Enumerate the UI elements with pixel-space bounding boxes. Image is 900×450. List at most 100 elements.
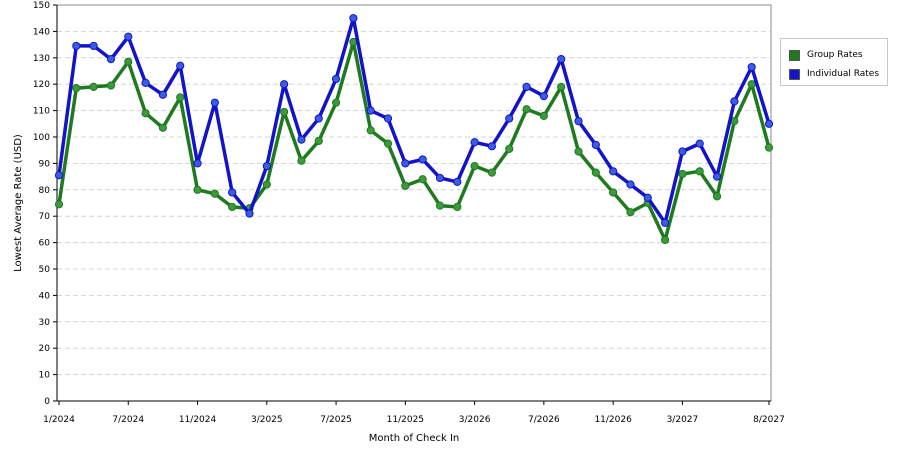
data-point-group-rates bbox=[262, 180, 271, 189]
legend-swatch-group bbox=[789, 49, 800, 61]
data-point-group-rates bbox=[609, 188, 618, 197]
legend-label-individual: Individual Rates bbox=[807, 69, 880, 79]
data-point-individual-rates bbox=[522, 82, 531, 91]
x-tick-label: 11/2026 bbox=[594, 415, 632, 425]
data-point-group-rates bbox=[280, 107, 289, 117]
data-point-individual-rates bbox=[401, 159, 410, 168]
data-point-group-rates bbox=[383, 139, 393, 148]
y-tick-label: 100 bbox=[33, 133, 50, 143]
data-point-group-rates bbox=[228, 202, 237, 212]
axes bbox=[53, 4, 772, 405]
data-point-group-rates bbox=[418, 175, 427, 184]
x-tick-label: 3/2026 bbox=[459, 415, 491, 425]
data-point-group-rates bbox=[366, 126, 375, 135]
data-point-individual-rates bbox=[89, 41, 98, 51]
y-tick-label: 150 bbox=[33, 1, 50, 11]
x-tick-label: 7/2026 bbox=[528, 415, 560, 425]
y-tick-label: 140 bbox=[33, 27, 50, 37]
y-tick-label: 80 bbox=[39, 186, 51, 196]
data-point-individual-rates bbox=[695, 139, 704, 148]
data-point-group-rates bbox=[176, 93, 185, 102]
data-point-individual-rates bbox=[210, 98, 219, 107]
data-point-group-rates bbox=[210, 189, 219, 198]
data-point-group-rates bbox=[626, 208, 635, 217]
data-point-group-rates bbox=[557, 82, 566, 91]
data-point-individual-rates bbox=[366, 106, 375, 115]
y-tick-label: 70 bbox=[39, 212, 51, 222]
data-point-individual-rates bbox=[124, 32, 133, 41]
data-point-individual-rates bbox=[228, 188, 237, 197]
legend-item-individual: Individual Rates bbox=[789, 67, 879, 81]
y-axis-title: Lowest Average Rate (USD) bbox=[13, 134, 24, 272]
data-point-group-rates bbox=[314, 136, 323, 146]
data-point-individual-rates bbox=[574, 117, 583, 126]
data-point-group-rates bbox=[678, 169, 687, 179]
data-point-group-rates bbox=[435, 201, 445, 210]
data-point-group-rates bbox=[141, 109, 150, 118]
gridlines bbox=[57, 4, 771, 376]
x-tick-label: 11/2024 bbox=[179, 415, 217, 425]
data-point-group-rates bbox=[331, 98, 341, 107]
data-point-individual-rates bbox=[487, 142, 497, 151]
data-point-group-rates bbox=[660, 235, 670, 245]
data-point-group-rates bbox=[764, 143, 774, 152]
data-point-individual-rates bbox=[297, 135, 306, 144]
data-point-individual-rates bbox=[280, 80, 289, 89]
legend: Group Rates Individual Rates bbox=[780, 38, 888, 86]
data-point-individual-rates bbox=[418, 155, 427, 164]
data-point-group-rates bbox=[89, 82, 98, 91]
data-point-group-rates bbox=[54, 200, 64, 209]
data-point-group-rates bbox=[470, 161, 479, 171]
data-point-group-rates bbox=[401, 181, 410, 190]
data-point-individual-rates bbox=[72, 41, 81, 51]
legend-label-group: Group Rates bbox=[807, 50, 863, 60]
data-point-individual-rates bbox=[245, 209, 254, 218]
tick-labels: 0 10 20 30 40 50 60 70 80 90 100 110 120 130 140 150 1/2… bbox=[33, 1, 785, 425]
data-point-individual-rates bbox=[262, 161, 271, 171]
x-tick-label: 3/2025 bbox=[251, 415, 283, 425]
data-point-individual-rates bbox=[453, 177, 462, 186]
y-tick-label: 50 bbox=[39, 265, 51, 275]
x-tick-label: 3/2027 bbox=[667, 415, 699, 425]
data-point-individual-rates bbox=[106, 55, 116, 64]
x-tick-label: 1/2024 bbox=[43, 415, 75, 425]
data-point-group-rates bbox=[487, 168, 497, 177]
data-point-group-rates bbox=[158, 123, 168, 132]
y-tick-label: 30 bbox=[39, 318, 51, 328]
data-point-group-rates bbox=[106, 81, 116, 90]
series-line-group-rates bbox=[57, 40, 771, 242]
data-point-group-rates bbox=[72, 84, 81, 93]
y-tick-label: 110 bbox=[33, 107, 50, 117]
plot-series bbox=[54, 14, 774, 245]
data-point-individual-rates bbox=[712, 172, 722, 181]
data-point-group-rates bbox=[522, 105, 531, 114]
data-point-individual-rates bbox=[747, 62, 756, 72]
y-tick-label: 0 bbox=[44, 397, 50, 407]
data-point-individual-rates bbox=[54, 171, 64, 180]
data-point-individual-rates bbox=[609, 167, 618, 176]
data-point-individual-rates bbox=[314, 114, 323, 123]
y-tick-label: 90 bbox=[39, 159, 51, 169]
data-point-individual-rates bbox=[764, 119, 774, 128]
y-tick-label: 40 bbox=[39, 291, 51, 301]
data-point-group-rates bbox=[297, 156, 306, 165]
data-point-individual-rates bbox=[158, 90, 168, 99]
x-tick-label: 7/2024 bbox=[112, 415, 144, 425]
x-tick-label: 7/2025 bbox=[320, 415, 352, 425]
data-point-individual-rates bbox=[383, 114, 393, 123]
data-point-individual-rates bbox=[349, 14, 358, 23]
legend-swatch-individual bbox=[789, 68, 800, 80]
data-point-group-rates bbox=[453, 202, 462, 212]
data-point-group-rates bbox=[539, 111, 548, 120]
data-point-individual-rates bbox=[176, 61, 185, 70]
x-tick-label: 8/2027 bbox=[753, 415, 785, 425]
data-point-individual-rates bbox=[141, 78, 150, 87]
data-point-group-rates bbox=[695, 167, 704, 176]
data-point-individual-rates bbox=[505, 114, 514, 123]
data-point-individual-rates bbox=[331, 74, 341, 84]
data-point-group-rates bbox=[505, 144, 514, 153]
data-point-individual-rates bbox=[470, 138, 479, 147]
data-point-individual-rates bbox=[660, 218, 670, 227]
legend-item-group: Group Rates bbox=[789, 48, 863, 62]
